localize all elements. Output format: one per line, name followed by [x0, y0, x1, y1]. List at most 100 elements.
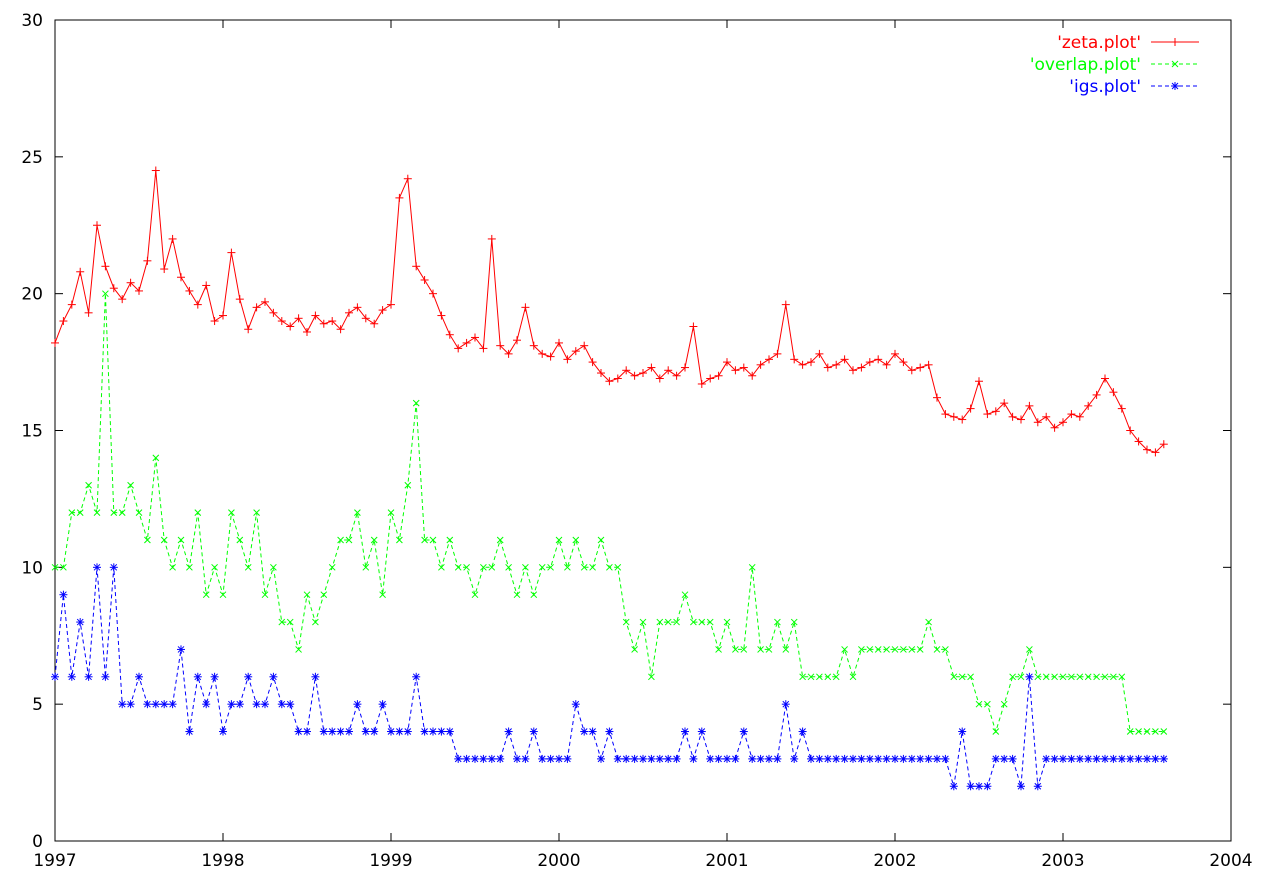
data-point [144, 536, 151, 544]
data-point [109, 563, 118, 572]
data-point [681, 363, 689, 372]
data-point [471, 754, 479, 763]
data-point [67, 672, 76, 681]
data-point [874, 754, 883, 763]
data-point [76, 618, 85, 627]
data-point [85, 481, 92, 489]
data-point [857, 363, 866, 372]
y-tick-label: 20 [21, 285, 43, 305]
data-point [1000, 399, 1009, 408]
data-point [361, 727, 370, 736]
data-point [1068, 673, 1075, 681]
data-point [403, 174, 412, 183]
data-point [874, 646, 882, 653]
data-point [303, 727, 311, 736]
data-point [1059, 673, 1067, 681]
data-point [1026, 646, 1033, 653]
data-point [345, 536, 353, 544]
x-tick-label: 1998 [201, 851, 244, 871]
data-point [907, 754, 916, 763]
data-point [1101, 754, 1109, 763]
data-point [840, 355, 849, 364]
data-point [420, 727, 429, 736]
data-point [1151, 448, 1160, 457]
data-point [463, 563, 470, 571]
data-point [370, 536, 378, 544]
data-point [622, 366, 631, 375]
data-point [387, 727, 395, 736]
data-point [664, 754, 673, 763]
data-point [277, 317, 286, 326]
data-point [857, 754, 866, 763]
legend-label: 'igs.plot' [1069, 77, 1141, 97]
data-point [984, 700, 991, 708]
data-point [168, 700, 177, 709]
data-point [580, 727, 589, 736]
data-point [354, 509, 361, 516]
data-point [765, 646, 773, 653]
data-point [328, 727, 337, 736]
data-point [933, 754, 941, 763]
data-point [1152, 728, 1159, 735]
data-point [438, 563, 445, 571]
data-point [689, 754, 698, 763]
data-point [1000, 700, 1008, 708]
data-point [1009, 673, 1016, 681]
data-point [908, 646, 916, 653]
data-point [714, 754, 723, 763]
data-point [933, 646, 941, 653]
data-point [135, 672, 143, 681]
data-point [614, 563, 622, 571]
data-point [202, 281, 211, 290]
data-point [941, 410, 950, 419]
data-point [1050, 423, 1059, 432]
data-point [1033, 782, 1042, 791]
data-point [731, 754, 740, 763]
data-point [395, 727, 404, 736]
data-point [555, 338, 563, 347]
data-point [235, 295, 244, 304]
data-point [781, 700, 790, 709]
series-0 [51, 166, 1168, 457]
data-point [1042, 754, 1051, 763]
data-point [597, 536, 605, 544]
data-point [647, 754, 656, 763]
data-point [1160, 728, 1168, 735]
data-point [723, 618, 731, 626]
data-point [1093, 673, 1100, 681]
x-tick-label: 2001 [705, 851, 748, 871]
data-point [312, 618, 319, 626]
data-point [1076, 673, 1084, 681]
data-point [168, 234, 177, 243]
series-line [54, 170, 1165, 453]
data-point [975, 377, 983, 386]
data-point [546, 754, 555, 763]
data-point [681, 727, 689, 736]
data-point [387, 509, 395, 516]
data-point [311, 311, 320, 320]
data-point [631, 646, 638, 653]
data-point [883, 646, 890, 653]
data-point [799, 673, 806, 681]
data-point [362, 563, 370, 571]
data-point [110, 509, 118, 516]
data-point [1025, 401, 1034, 410]
data-point [832, 360, 841, 369]
data-point [361, 314, 370, 323]
data-point [1067, 754, 1076, 763]
data-point [992, 728, 1000, 735]
data-point [202, 700, 211, 709]
data-point [613, 754, 622, 763]
data-point [60, 563, 67, 571]
data-point [328, 563, 336, 571]
data-point [639, 618, 647, 626]
data-point [194, 509, 202, 516]
data-point [429, 536, 437, 544]
data-point [143, 256, 152, 265]
data-point [437, 311, 446, 320]
data-point [1109, 388, 1118, 397]
data-point [286, 700, 295, 709]
data-point [1109, 754, 1118, 763]
data-point [437, 727, 446, 736]
data-point [353, 700, 362, 709]
